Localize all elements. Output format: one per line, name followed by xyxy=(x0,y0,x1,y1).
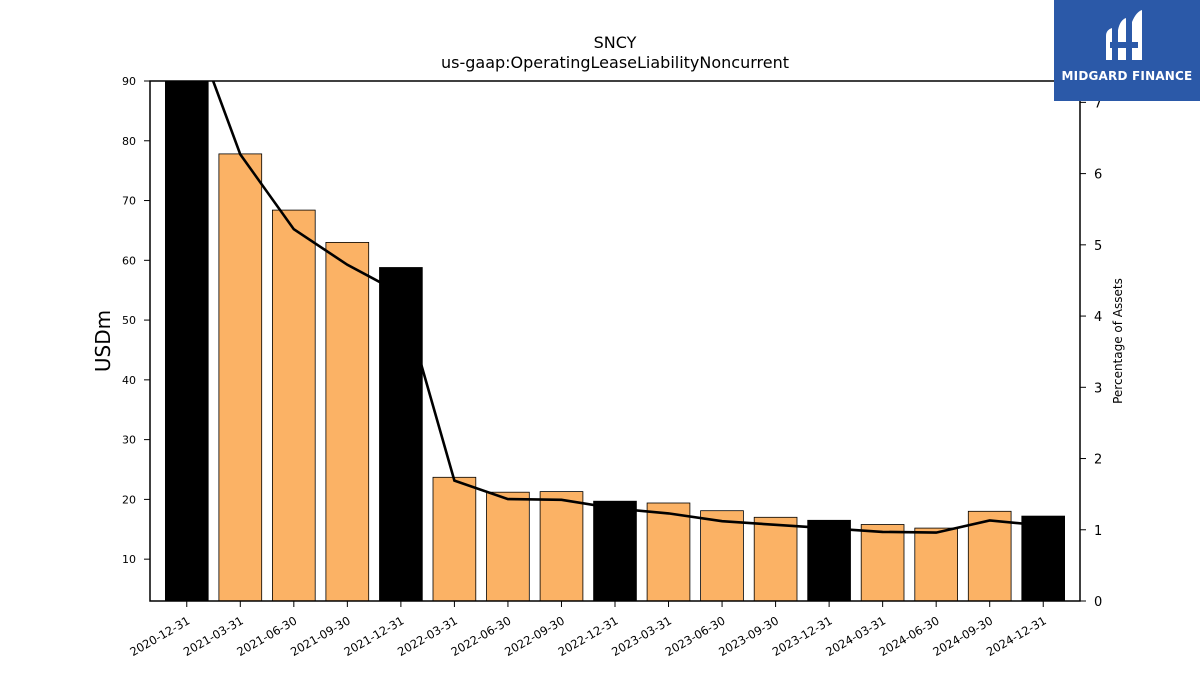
y-tick-label: 60 xyxy=(122,254,136,267)
y-tick-label: 30 xyxy=(122,434,136,447)
y-tick-label: 80 xyxy=(122,135,136,148)
brand-logo-text: MIDGARD FINANCE xyxy=(1061,69,1193,83)
bar-2020-12-31 xyxy=(164,80,209,602)
bar-2022-09-30 xyxy=(539,491,584,602)
y-tick-label: 10 xyxy=(122,553,136,566)
x-tick-label: 2023-06-30 xyxy=(663,613,728,659)
y2-axis-label: Percentage of Assets xyxy=(1111,278,1125,404)
bar-2021-12-31 xyxy=(379,267,423,602)
y-tick-label: 50 xyxy=(122,314,136,327)
midgard-m-icon xyxy=(1106,10,1142,60)
bar-2023-12-31 xyxy=(807,519,851,602)
y2-tick-label: 5 xyxy=(1094,239,1102,254)
bar-2022-12-31 xyxy=(593,500,637,602)
bar-2021-03-31 xyxy=(218,153,263,602)
y-tick-label: 70 xyxy=(122,195,136,208)
x-tick-label: 2021-12-31 xyxy=(341,613,406,659)
y2-tick-label: 2 xyxy=(1094,453,1102,468)
brand-logo: MIDGARD FINANCE xyxy=(1054,0,1200,101)
bar-2024-06-30 xyxy=(914,527,958,602)
x-tick-label: 2022-12-31 xyxy=(556,613,621,659)
x-tick-label: 2021-09-30 xyxy=(288,613,353,659)
bar-2022-03-31 xyxy=(432,476,477,602)
bar-2023-06-30 xyxy=(700,510,744,602)
bar-2024-09-30 xyxy=(967,510,1012,602)
bar-2021-06-30 xyxy=(271,209,316,602)
y-tick-label: 90 xyxy=(122,75,136,88)
x-tick-label: 2020-12-31 xyxy=(127,613,192,659)
x-tick-label: 2022-03-31 xyxy=(395,613,460,659)
x-tick-label: 2024-06-30 xyxy=(877,613,942,659)
bar-2022-06-30 xyxy=(486,491,530,602)
pct-of-assets-line xyxy=(211,81,1044,534)
bar-2021-09-30 xyxy=(325,241,370,602)
y2-tick-label: 6 xyxy=(1094,168,1102,183)
x-tick-label: 2024-09-30 xyxy=(930,613,995,659)
bar-layer xyxy=(164,80,1065,602)
y2-tick-label: 4 xyxy=(1094,310,1102,325)
chart-subtitle: us-gaap:OperatingLeaseLiabilityNoncurren… xyxy=(441,53,789,72)
bar-2024-12-31 xyxy=(1021,515,1065,602)
x-tick-label: 2022-09-30 xyxy=(502,613,567,659)
x-tick-label: 2023-03-31 xyxy=(609,613,674,659)
x-tick-label: 2023-12-31 xyxy=(770,613,835,659)
y-axis-label: USDm xyxy=(91,310,115,372)
chart-title: SNCY xyxy=(594,33,637,52)
x-tick-label: 2021-03-31 xyxy=(181,613,246,659)
bar-2023-03-31 xyxy=(646,502,691,602)
y2-tick-label: 1 xyxy=(1094,524,1102,539)
y-axis-left: 10 20 30 40 50 60 70 80 90 xyxy=(122,75,150,566)
y-tick-label: 40 xyxy=(122,374,136,387)
x-tick-label: 2023-09-30 xyxy=(716,613,781,659)
y-tick-label: 20 xyxy=(122,493,136,506)
y2-tick-label: 3 xyxy=(1094,381,1102,396)
x-axis: 2020-12-312021-03-312021-06-302021-09-30… xyxy=(127,601,1049,659)
y2-tick-label: 0 xyxy=(1094,595,1102,610)
bar-2023-09-30 xyxy=(753,516,798,602)
x-tick-label: 2024-03-31 xyxy=(823,613,888,659)
y2-tick-label: 7 xyxy=(1094,96,1102,111)
x-tick-label: 2022-06-30 xyxy=(449,613,514,659)
y-axis-right: 0 1 2 3 4 5 6 7 xyxy=(1080,96,1102,610)
bar-2024-03-31 xyxy=(860,524,905,602)
line-layer xyxy=(211,81,1044,534)
x-tick-label: 2021-06-30 xyxy=(234,613,299,659)
x-tick-label: 2024-12-31 xyxy=(984,613,1049,659)
